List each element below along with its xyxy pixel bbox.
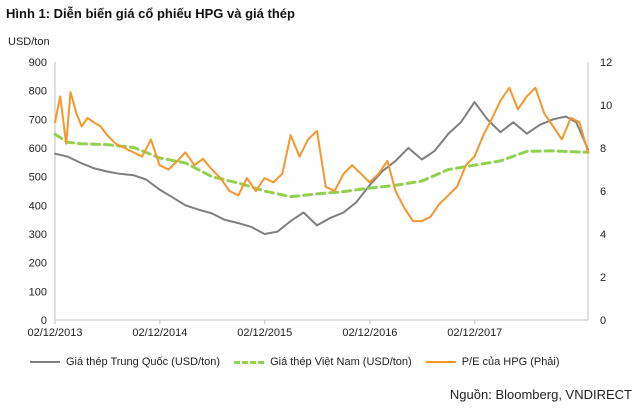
y-tick-left-9: 0 xyxy=(41,315,47,327)
x-tick-0: 02/12/2013 xyxy=(27,327,82,339)
x-tick-3: 02/12/2016 xyxy=(342,327,397,339)
legend-swatch-china-steel xyxy=(30,361,60,363)
y-tick-left-5: 400 xyxy=(29,200,47,212)
x-tick-2: 02/12/2015 xyxy=(237,327,292,339)
legend: Giá thép Trung Quốc (USD/ton) Giá thép V… xyxy=(30,356,574,368)
y-tick-right-6: 0 xyxy=(600,315,606,327)
legend-label-china-steel: Giá thép Trung Quốc (USD/ton) xyxy=(66,356,221,368)
y-ticks-right: 12 10 8 6 4 2 0 xyxy=(600,57,612,327)
y-tick-right-0: 12 xyxy=(600,57,612,69)
series-china-steel-line xyxy=(54,101,589,235)
x-tick-4: 02/12/2017 xyxy=(447,327,502,339)
y-tick-left-1: 800 xyxy=(29,86,47,98)
series-layer xyxy=(53,86,590,235)
y-tick-left-4: 500 xyxy=(29,172,47,184)
legend-swatch-hpg-pe xyxy=(425,361,456,363)
y-tick-right-2: 8 xyxy=(600,143,606,155)
y-tick-right-1: 10 xyxy=(600,100,612,112)
y-tick-left-8: 100 xyxy=(29,286,47,298)
legend-label-vietnam-steel: Giá thép Việt Nam (USD/ton) xyxy=(270,356,412,368)
legend-label-hpg-pe: P/E của HPG (Phải) xyxy=(461,356,560,368)
series-hpg-pe-line xyxy=(54,86,589,223)
x-tick-1: 02/12/2014 xyxy=(132,327,187,339)
y-tick-left-2: 700 xyxy=(29,114,47,126)
x-ticks: 02/12/2013 02/12/2014 02/12/2015 02/12/2016… xyxy=(27,320,502,339)
y-tick-left-0: 900 xyxy=(29,57,47,69)
source-note: Nguồn: Bloomberg, VNDIRECT xyxy=(449,387,632,402)
y-tick-right-3: 6 xyxy=(600,186,606,198)
legend-swatch-vietnam-steel xyxy=(234,360,265,364)
y-tick-right-4: 4 xyxy=(600,229,606,241)
legend-item-china-steel: Giá thép Trung Quốc (USD/ton) xyxy=(30,356,220,368)
y-tick-left-3: 600 xyxy=(29,143,47,155)
y-ticks-left: 900 800 700 600 500 400 300 200 100 0 xyxy=(29,57,47,327)
y-axis-label-left: USD/ton xyxy=(8,36,50,48)
y-tick-left-7: 200 xyxy=(29,258,47,270)
legend-item-hpg-pe: P/E của HPG (Phải) xyxy=(425,356,560,368)
chart-title: Hình 1: Diễn biến giá cổ phiếu HPG và gi… xyxy=(6,6,295,21)
legend-item-vietnam-steel: Giá thép Việt Nam (USD/ton) xyxy=(234,356,412,368)
y-tick-left-6: 300 xyxy=(29,229,47,241)
y-tick-right-5: 2 xyxy=(600,272,606,284)
